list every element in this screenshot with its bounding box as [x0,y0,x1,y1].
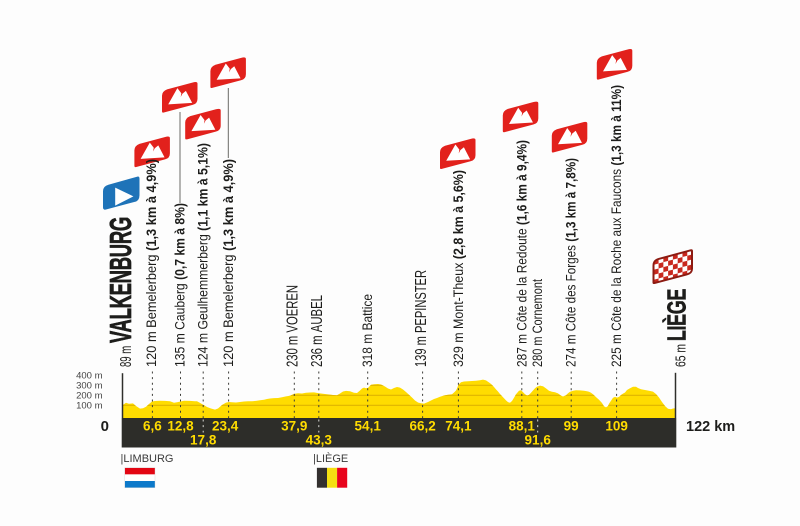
svg-text:91,6: 91,6 [525,432,552,447]
svg-text:6,6: 6,6 [143,418,162,433]
svg-text:0: 0 [101,418,109,435]
svg-text:23,4: 23,4 [212,418,239,433]
svg-text:|LIMBURG: |LIMBURG [121,453,174,465]
svg-text:99: 99 [564,418,579,433]
svg-text:300 m: 300 m [76,380,102,391]
svg-text:54,1: 54,1 [355,418,382,433]
svg-text:88,1: 88,1 [509,418,536,433]
svg-text:|LIÈGE: |LIÈGE [313,452,348,465]
svg-text:12,8: 12,8 [167,418,194,433]
svg-text:400 m: 400 m [76,370,102,381]
svg-text:100 m: 100 m [76,400,102,411]
svg-text:122 km: 122 km [686,419,735,435]
svg-text:66,2: 66,2 [409,418,435,433]
svg-text:17,8: 17,8 [190,432,217,447]
svg-text:43,3: 43,3 [306,432,333,447]
svg-text:109: 109 [605,418,628,433]
svg-text:74,1: 74,1 [445,418,472,433]
svg-text:37,9: 37,9 [281,418,307,433]
svg-text:200 m: 200 m [76,390,102,401]
